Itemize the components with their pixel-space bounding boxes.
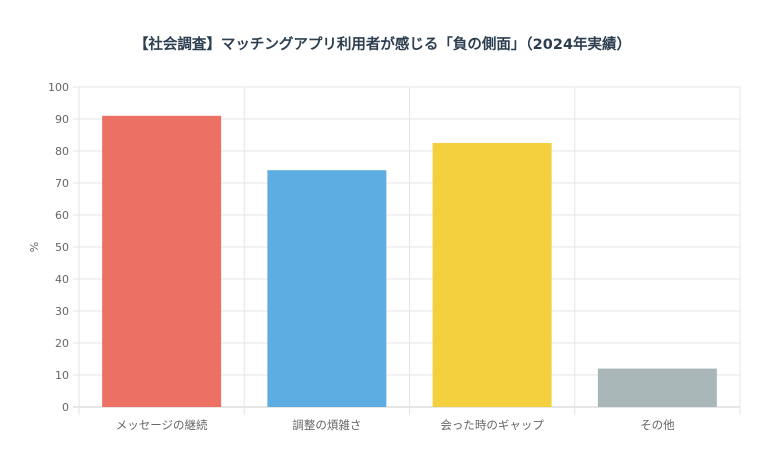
chart-title: 【社会調査】マッチングアプリ利用者が感じる「負の側面」（2024年実績） (133, 37, 632, 53)
x-tick-label: メッセージの継続 (116, 418, 208, 432)
bar (597, 368, 717, 407)
y-tick-label: 0 (62, 401, 69, 414)
y-tick-label: 100 (48, 81, 69, 94)
y-tick-label: 50 (55, 241, 69, 254)
x-tick-label: その他 (640, 418, 675, 432)
y-axis-label: % (28, 242, 41, 252)
y-tick-label: 10 (55, 369, 69, 382)
y-tick-label: 30 (55, 305, 69, 318)
y-tick-label: 40 (55, 273, 69, 286)
y-tick-label: 70 (55, 177, 69, 190)
bar (432, 143, 552, 407)
bar (267, 170, 387, 407)
bar (102, 115, 222, 408)
y-tick-label: 20 (55, 337, 69, 350)
y-tick-label: 60 (55, 209, 69, 222)
y-tick-label: 90 (55, 113, 69, 126)
y-tick-label: 80 (55, 145, 69, 158)
x-tick-label: 会った時のギャップ (440, 418, 544, 432)
x-tick-label: 調整の煩雑さ (292, 418, 361, 432)
